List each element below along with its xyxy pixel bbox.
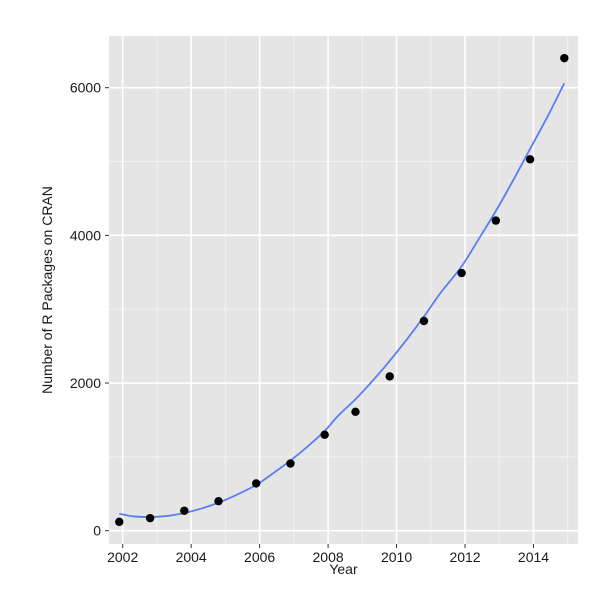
x-tick-label: 2006 (244, 549, 275, 565)
data-point (286, 459, 295, 468)
data-points (115, 53, 569, 527)
y-tick-label: 0 (93, 523, 101, 539)
data-point (252, 479, 261, 488)
data-point (491, 216, 501, 225)
x-tick-label: 2010 (381, 549, 412, 565)
grid-minor (109, 36, 578, 544)
y-tick-label: 4000 (70, 227, 101, 243)
x-tick-label: 2004 (176, 549, 207, 565)
data-point (351, 407, 360, 417)
data-point (320, 430, 329, 439)
x-axis-ticks: 2002 2004 2006 2008 2010 2012 2014 (107, 544, 549, 565)
data-point (214, 496, 223, 506)
plot-panel (109, 36, 578, 544)
data-point (385, 372, 394, 381)
x-tick-label: 2014 (518, 549, 549, 565)
data-point (457, 268, 466, 278)
y-tick-label: 2000 (70, 375, 101, 391)
data-point (145, 513, 155, 523)
data-point (115, 517, 124, 527)
x-axis-label: Year (329, 561, 358, 577)
x-tick-label: 2002 (107, 549, 138, 565)
y-tick-label: 6000 (70, 80, 101, 96)
x-tick-label: 2008 (313, 549, 344, 565)
data-point (180, 506, 189, 515)
data-point (560, 53, 569, 63)
grid-major (109, 36, 578, 544)
x-tick-label: 2012 (449, 549, 480, 565)
data-point (525, 155, 535, 164)
data-point (419, 316, 429, 326)
y-axis-ticks: 0 2000 4000 6000 (70, 80, 109, 539)
y-axis-label: Number of R Packages on CRAN (39, 186, 55, 394)
smooth-trend-line (119, 82, 566, 518)
